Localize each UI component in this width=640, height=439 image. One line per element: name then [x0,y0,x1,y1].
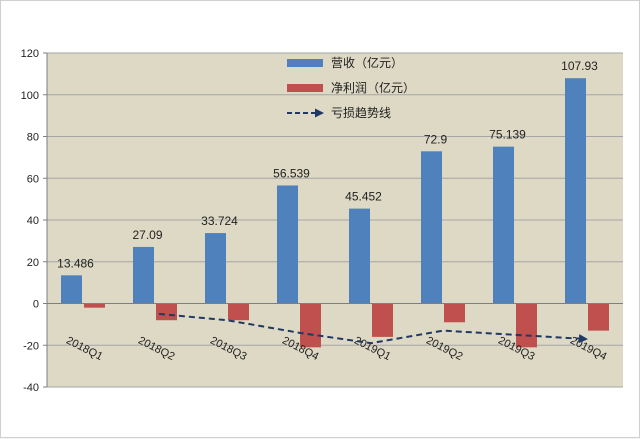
revenue-bar [349,208,370,304]
legend: 营收（亿元） 净利润（亿元） 亏损趋势线 [287,55,415,120]
data-label: 33.724 [201,214,238,228]
net-profit-bar [588,303,609,331]
data-label: 45.452 [345,190,382,204]
data-label: 72.9 [424,132,448,146]
y-tick-label: 0 [33,299,39,311]
revenue-bar [493,146,514,304]
trend-line [158,312,588,345]
bars: 13.486 27.09 33.724 56.539 45.452 72.9 75.139 1… [57,59,609,348]
data-label: 75.139 [489,128,526,142]
y-tick-label: 120 [21,48,39,60]
data-label: 107.93 [561,59,598,73]
revenue-bar [133,246,154,304]
y-tick-label: 60 [27,173,39,185]
y-tick-label: 40 [27,215,39,227]
net-profit-bar [156,303,177,321]
net-profit-bar [444,303,465,323]
legend-swatch-net-profit [287,84,323,92]
legend-swatch-revenue [287,59,323,67]
data-label: 56.539 [273,166,310,180]
y-tick-label: 20 [27,257,39,269]
legend-label-trend: 亏损趋势线 [331,106,391,120]
legend-label-revenue: 营收（亿元） [331,55,403,70]
revenue-bar [205,233,226,304]
revenue-bar [421,151,442,304]
y-tick-label: -40 [23,382,39,394]
y-tick-label: 100 [21,90,39,102]
y-tick-label: 80 [27,132,39,144]
y-tick-label: -20 [23,340,39,352]
net-profit-bar [300,303,321,348]
data-label: 27.09 [132,228,162,242]
trend-line-path [158,312,586,345]
data-label: 13.486 [57,256,94,270]
trend-arrowhead [578,334,588,344]
legend-swatch-trend-arrow [315,108,324,118]
revenue-bar [61,275,82,304]
net-profit-bar [84,303,105,308]
legend-label-net-profit: 净利润（亿元） [331,80,415,95]
revenue-bar [565,78,586,304]
net-profit-bar [372,303,393,337]
revenue-bar [277,185,298,304]
y-axis: -40 -20 0 20 40 60 80 100 120 [21,48,48,394]
net-profit-bar [228,303,249,321]
net-profit-bar [516,303,537,348]
